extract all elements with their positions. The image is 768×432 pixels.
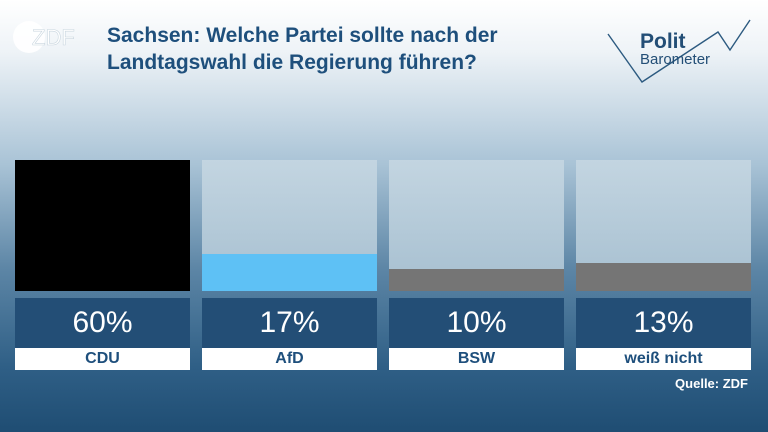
category-label: AfD	[202, 348, 377, 370]
bar	[15, 160, 190, 291]
polit-text: Polit	[640, 30, 686, 53]
data-label: 60%	[15, 298, 190, 348]
chart-title-line-2: Landtagswahl die Regierung führen?	[107, 51, 477, 74]
bar	[389, 269, 564, 291]
data-label: 17%	[202, 298, 377, 348]
bar-track	[15, 160, 190, 291]
bar	[576, 263, 751, 291]
data-label: 13%	[576, 298, 751, 348]
source-label: Quelle: ZDF	[675, 376, 748, 391]
zdf-logo: ZDF	[13, 21, 75, 53]
bar	[202, 254, 377, 291]
category-label: CDU	[15, 348, 190, 370]
bar-track	[576, 160, 751, 291]
category-label: BSW	[389, 348, 564, 370]
data-label: 10%	[389, 298, 564, 348]
barometer-text: Barometer	[640, 51, 710, 68]
category-label: weiß nicht	[576, 348, 751, 370]
bar-track	[202, 160, 377, 291]
bar-track	[389, 160, 564, 291]
chart-title: Sachsen: Welche Partei sollte nach der L…	[107, 22, 577, 76]
zdf-logo-text: ZDF	[32, 25, 75, 50]
chart-title-line-1: Sachsen: Welche Partei sollte nach der	[107, 24, 498, 47]
politbarometer-logo: Polit Barometer	[607, 19, 751, 83]
